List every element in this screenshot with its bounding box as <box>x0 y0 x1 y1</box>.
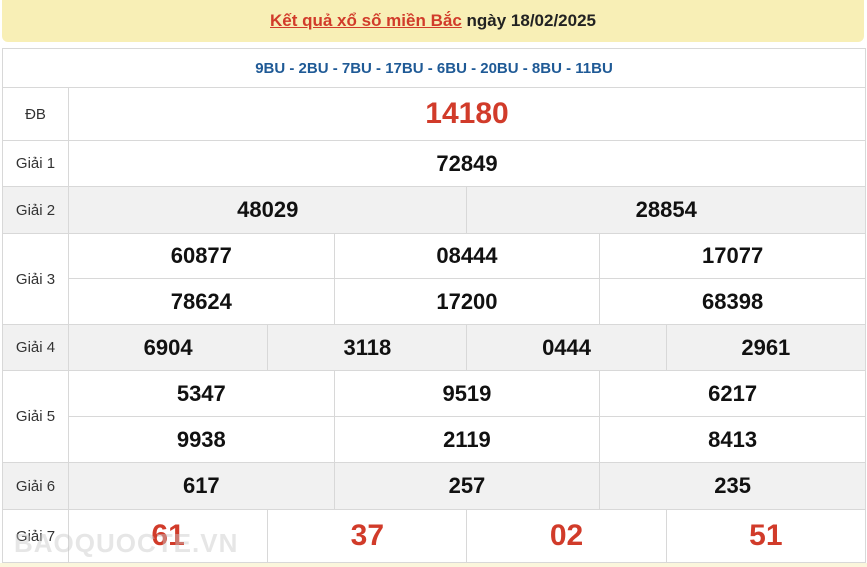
label-g4: Giải 4 <box>2 324 69 371</box>
prize-g3: 78624 <box>68 278 335 325</box>
label-g6: Giải 6 <box>2 462 69 510</box>
prize-g4: 2961 <box>665 324 867 371</box>
results-header: Kết quả xổ số miền Bắc ngày 18/02/2025 <box>2 0 864 42</box>
label-g3: Giải 3 <box>2 233 69 325</box>
label-g2: Giải 2 <box>2 186 69 234</box>
prize-g3: 60877 <box>68 233 335 279</box>
prize-g4: 6904 <box>67 324 269 371</box>
prize-g4: 3118 <box>267 324 468 371</box>
prize-g7: 02 <box>466 509 667 563</box>
prize-g5: 5347 <box>68 370 335 417</box>
results-table: 9BU - 2BU - 7BU - 17BU - 6BU - 20BU - 8B… <box>2 48 867 563</box>
prize-g1: 72849 <box>68 140 866 187</box>
prize-db: 14180 <box>68 87 866 141</box>
prize-g6: 235 <box>599 462 866 510</box>
prize-g3: 17200 <box>333 278 601 325</box>
prize-g5: 6217 <box>599 370 866 417</box>
prize-g7: 37 <box>267 509 468 563</box>
prize-g3: 17077 <box>599 233 866 279</box>
label-db: ĐB <box>2 87 69 141</box>
prize-g5: 2119 <box>333 416 601 463</box>
prize-g5: 9519 <box>333 370 601 417</box>
prize-g7: 51 <box>665 509 867 563</box>
prize-g6: 257 <box>333 462 601 510</box>
special-codes: 9BU - 2BU - 7BU - 17BU - 6BU - 20BU - 8B… <box>2 48 866 88</box>
label-g1: Giải 1 <box>2 140 69 187</box>
prize-g2: 48029 <box>67 186 468 234</box>
prize-g6: 617 <box>68 462 335 510</box>
prize-g3: 08444 <box>333 233 601 279</box>
label-g5: Giải 5 <box>2 370 69 463</box>
footer-strip <box>0 563 867 567</box>
prize-g5: 8413 <box>599 416 866 463</box>
prize-g4: 0444 <box>466 324 667 371</box>
label-g7: Giải 7 <box>2 509 69 563</box>
prize-g3: 68398 <box>599 278 866 325</box>
results-title-link[interactable]: Kết quả xổ số miền Bắc <box>270 11 462 30</box>
results-date: ngày 18/02/2025 <box>466 11 596 30</box>
prize-g2: 28854 <box>466 186 866 234</box>
prize-g5: 9938 <box>68 416 335 463</box>
prize-g7: 61 <box>67 509 269 563</box>
